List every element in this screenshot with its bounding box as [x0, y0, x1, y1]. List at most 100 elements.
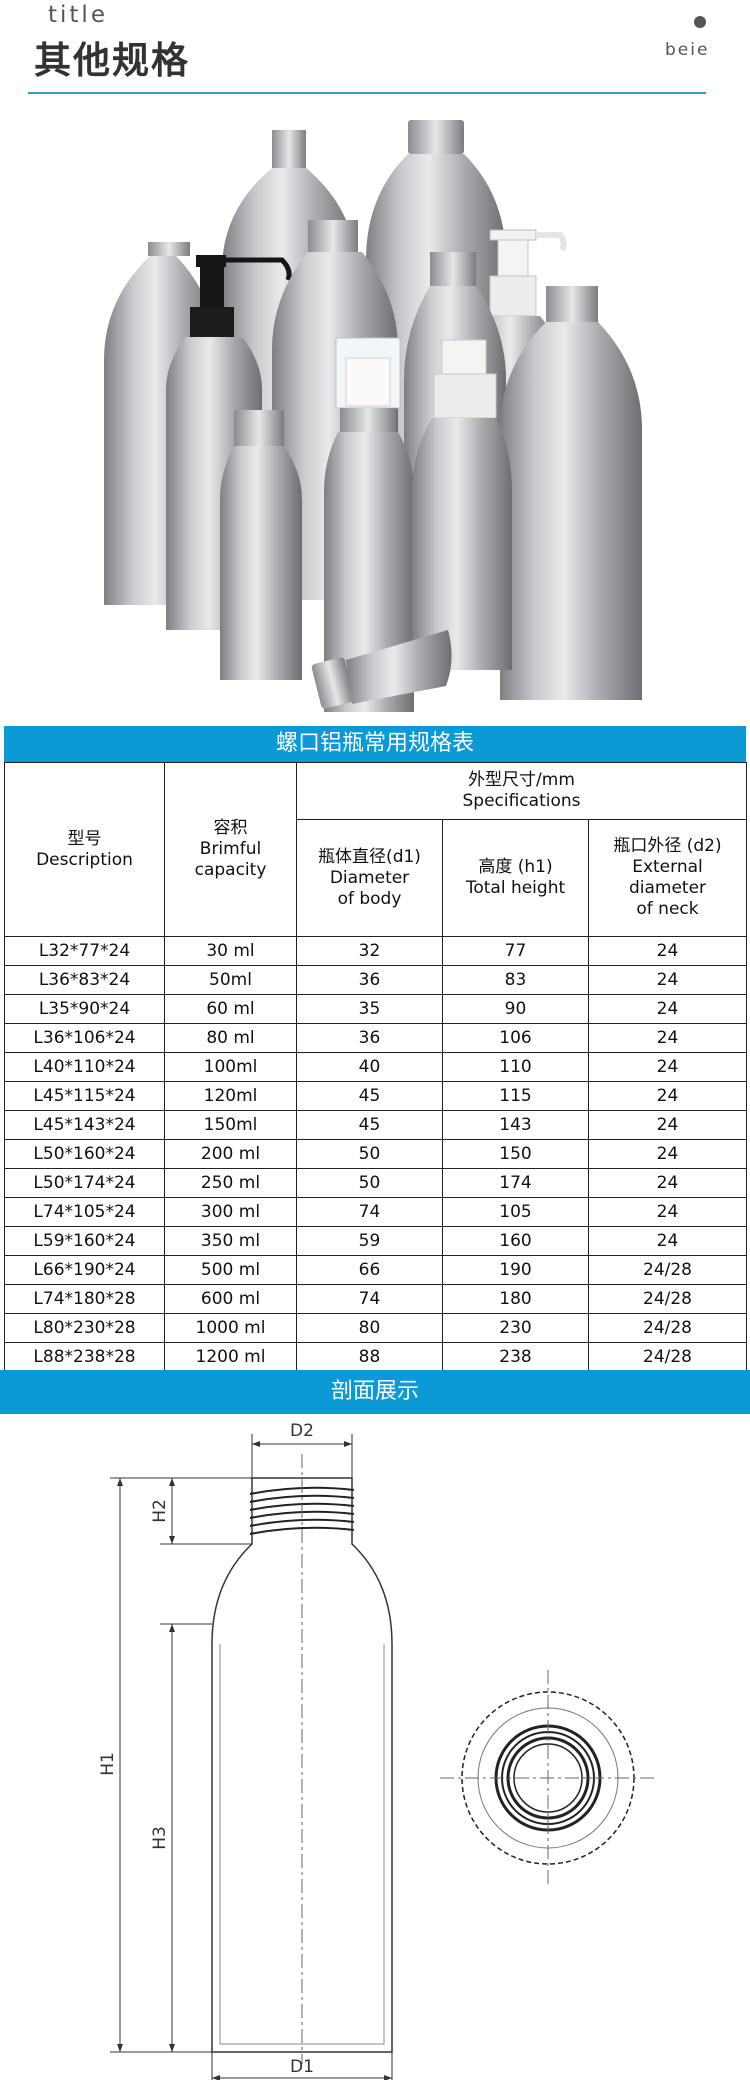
- product-photo: [0, 100, 750, 720]
- bottle-mist-clear: [324, 337, 414, 712]
- cell-capacity: 350 ml: [164, 1226, 297, 1256]
- header-divider: [28, 92, 706, 94]
- cell-d2: 24: [588, 1081, 747, 1111]
- cell-d2: 24/28: [588, 1284, 747, 1314]
- cell-h1: 83: [442, 965, 589, 995]
- header-capacity-en1: Brimful: [199, 839, 262, 859]
- cell-capacity: 100ml: [164, 1052, 297, 1082]
- table-row: L80*230*28 1000 ml 80 230 24/28: [4, 1313, 747, 1343]
- cell-capacity: 600 ml: [164, 1284, 297, 1314]
- cell-capacity: 500 ml: [164, 1255, 297, 1285]
- cell-d1: 50: [296, 1139, 443, 1169]
- table-row: L88*238*28 1200 ml 88 238 24/28: [4, 1342, 747, 1372]
- cell-d2: 24: [588, 1226, 747, 1256]
- table-row: L36*83*24 50ml 36 83 24: [4, 965, 747, 995]
- header-d1-en1: Diameter: [329, 867, 410, 888]
- cell-model: L40*110*24: [4, 1052, 165, 1082]
- cell-h1: 110: [442, 1052, 589, 1082]
- section-banner: 剖面展示: [0, 1370, 750, 1414]
- cell-d2: 24: [588, 1110, 747, 1140]
- brand-name: beie: [665, 40, 710, 60]
- table-row: L45*143*24 150ml 45 143 24: [4, 1110, 747, 1140]
- header-d2-en1: External: [632, 857, 703, 877]
- cell-d1: 80: [296, 1313, 443, 1343]
- header-d2-en3: of neck: [636, 899, 699, 919]
- header-model-cn: 型号: [67, 828, 102, 849]
- table-row: L45*115*24 120ml 45 115 24: [4, 1081, 747, 1111]
- cell-model: L36*83*24: [4, 965, 165, 995]
- cell-d1: 36: [296, 965, 443, 995]
- table-row: L50*174*24 250 ml 50 174 24: [4, 1168, 747, 1198]
- table-row: L36*106*24 80 ml 36 106 24: [4, 1023, 747, 1053]
- table-title-banner: 螺口铝瓶常用规格表: [4, 726, 746, 762]
- page-title: 其他规格: [34, 39, 190, 82]
- cell-model: L50*174*24: [4, 1168, 165, 1198]
- bottle-right-large: [500, 286, 642, 700]
- table-row: L74*105*24 300 ml 74 105 24: [4, 1197, 747, 1227]
- cell-model: L74*180*28: [4, 1284, 165, 1314]
- top-view: [440, 1670, 656, 1886]
- cell-capacity: 1000 ml: [164, 1313, 297, 1343]
- header-specifications: 外型尺寸/mm Specifications: [296, 762, 747, 820]
- header-capacity-cn: 容积: [213, 818, 248, 838]
- cell-h1: 230: [442, 1313, 589, 1343]
- cell-h1: 238: [442, 1342, 589, 1372]
- header-d1-cn: 瓶体直径(d1): [318, 846, 421, 867]
- label-h3: H3: [150, 1826, 170, 1850]
- cell-model: L45*115*24: [4, 1081, 165, 1111]
- header-d1-en2: of body: [337, 888, 402, 909]
- cell-d2: 24: [588, 965, 747, 995]
- cell-model: L35*90*24: [4, 994, 165, 1024]
- table-row: L74*180*28 600 ml 74 180 24/28: [4, 1284, 747, 1314]
- cell-capacity: 60 ml: [164, 994, 297, 1024]
- cell-h1: 115: [442, 1081, 589, 1111]
- cell-capacity: 30 ml: [164, 936, 297, 966]
- bottle-lying-small: [311, 630, 452, 709]
- cell-d2: 24: [588, 1052, 747, 1082]
- page-header: title 其他规格 beie: [0, 0, 750, 100]
- cell-h1: 174: [442, 1168, 589, 1198]
- header-d1: 瓶体直径(d1) Diameter of body: [296, 819, 443, 937]
- cell-d1: 35: [296, 994, 443, 1024]
- cell-h1: 143: [442, 1110, 589, 1140]
- header-h1-cn: 高度 (h1): [478, 857, 553, 877]
- cell-d1: 45: [296, 1081, 443, 1111]
- cell-capacity: 300 ml: [164, 1197, 297, 1227]
- cell-model: L36*106*24: [4, 1023, 165, 1053]
- header-model-en: Description: [36, 849, 133, 870]
- cell-h1: 77: [442, 936, 589, 966]
- cell-model: L50*160*24: [4, 1139, 165, 1169]
- cell-d1: 32: [296, 936, 443, 966]
- cell-d1: 88: [296, 1342, 443, 1372]
- table-row: L32*77*24 30 ml 32 77 24: [4, 936, 747, 966]
- cell-capacity: 50ml: [164, 965, 297, 995]
- cell-model: L80*230*28: [4, 1313, 165, 1343]
- label-h2: H2: [150, 1499, 170, 1523]
- cell-model: L59*160*24: [4, 1226, 165, 1256]
- cell-model: L32*77*24: [4, 936, 165, 966]
- cell-capacity: 80 ml: [164, 1023, 297, 1053]
- cell-d1: 45: [296, 1110, 443, 1140]
- dimension-arrows: [117, 1441, 392, 2080]
- cell-model: L88*238*28: [4, 1342, 165, 1372]
- header-group-cn: 外型尺寸/mm: [468, 770, 575, 790]
- cell-h1: 106: [442, 1023, 589, 1053]
- cell-h1: 160: [442, 1226, 589, 1256]
- cell-capacity: 150ml: [164, 1110, 297, 1140]
- cell-d2: 24: [588, 994, 747, 1024]
- brand-dot: [694, 16, 706, 28]
- cell-h1: 150: [442, 1139, 589, 1169]
- cell-d1: 74: [296, 1284, 443, 1314]
- cell-d1: 59: [296, 1226, 443, 1256]
- cell-h1: 190: [442, 1255, 589, 1285]
- cell-d2: 24/28: [588, 1342, 747, 1372]
- cell-model: L66*190*24: [4, 1255, 165, 1285]
- table-row: L50*160*24 200 ml 50 150 24: [4, 1139, 747, 1169]
- cross-section-drawing: D2 H2 H1 H3 D1: [98, 1421, 656, 2080]
- cell-d1: 36: [296, 1023, 443, 1053]
- table-row: L35*90*24 60 ml 35 90 24: [4, 994, 747, 1024]
- spec-table: 型号 Description 容积 Brimful capacity 外型尺寸/…: [4, 762, 747, 1372]
- cell-d2: 24: [588, 1139, 747, 1169]
- cell-model: L74*105*24: [4, 1197, 165, 1227]
- header-d2-cn: 瓶口外径 (d2): [613, 836, 722, 856]
